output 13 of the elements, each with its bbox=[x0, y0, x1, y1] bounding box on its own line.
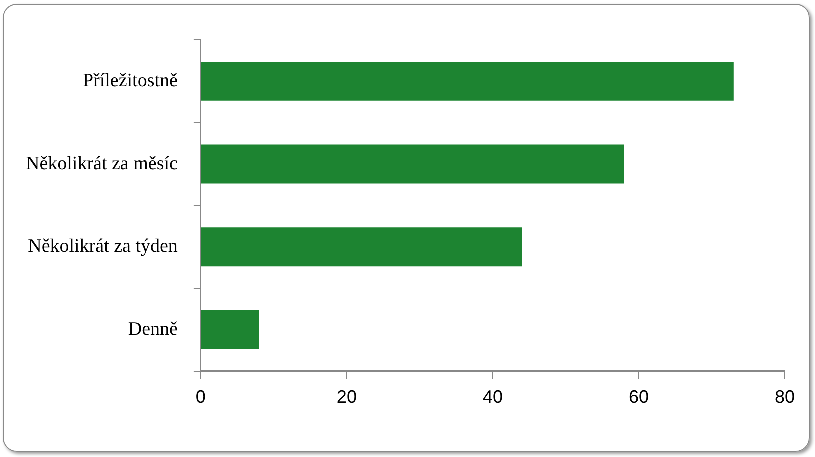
y-tick-label: Několikrát za týden bbox=[28, 236, 178, 258]
y-tick-label: Několikrát za měsíc bbox=[26, 153, 178, 174]
x-tick-label: 80 bbox=[774, 387, 796, 408]
x-tick-label: 40 bbox=[482, 387, 503, 408]
x-tick-label: 20 bbox=[336, 387, 357, 408]
x-tick-label: 60 bbox=[628, 387, 649, 408]
y-tick-label: Příležitostně bbox=[82, 70, 178, 92]
x-tick-label: 0 bbox=[196, 387, 206, 408]
bar bbox=[201, 310, 260, 350]
bar bbox=[201, 62, 734, 101]
bar bbox=[201, 228, 522, 267]
bar bbox=[201, 144, 624, 184]
y-tick-label: Denně bbox=[128, 318, 178, 340]
